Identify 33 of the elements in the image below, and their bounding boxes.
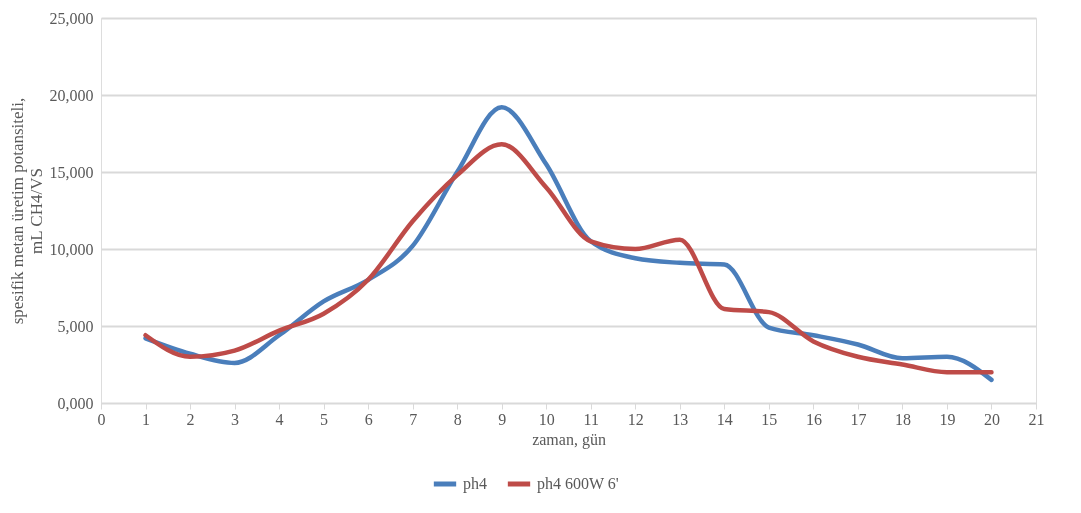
y-tick-label: 5,000 bbox=[57, 317, 94, 335]
x-tick-label: 21 bbox=[1028, 410, 1045, 428]
x-tick-label: 6 bbox=[364, 410, 373, 428]
x-tick-label: 20 bbox=[983, 410, 1000, 428]
x-tick-label: 1 bbox=[142, 410, 151, 428]
legend-label: ph4 600W 6' bbox=[537, 475, 619, 493]
x-tick-label: 0 bbox=[97, 410, 106, 428]
y-tick-label: 25,000 bbox=[49, 9, 94, 27]
x-tick-label: 10 bbox=[538, 410, 555, 428]
x-tick-label: 3 bbox=[231, 410, 240, 428]
y-tick-label: 15,000 bbox=[49, 163, 94, 181]
x-tick-label: 4 bbox=[275, 410, 284, 428]
x-tick-label: 17 bbox=[850, 410, 867, 428]
x-tick-label: 18 bbox=[894, 410, 911, 428]
x-tick-label: 14 bbox=[716, 410, 733, 428]
y-tick-label: 20,000 bbox=[49, 86, 94, 104]
y-tick-label: 0,000 bbox=[57, 394, 94, 412]
y-tick-label: 10,000 bbox=[49, 240, 94, 258]
x-tick-label: 8 bbox=[453, 410, 462, 428]
y-axis-title: spesifik metan üretim potansiteli, mL CH4/VS bbox=[7, 97, 46, 325]
x-tick-label: 19 bbox=[939, 410, 956, 428]
x-tick-label: 15 bbox=[761, 410, 778, 428]
x-tick-label: 2 bbox=[186, 410, 195, 428]
x-tick-label: 11 bbox=[583, 410, 599, 428]
x-tick-label: 12 bbox=[627, 410, 644, 428]
line-series bbox=[143, 142, 994, 375]
x-tick-label: 13 bbox=[672, 410, 689, 428]
x-tick-label: 7 bbox=[409, 410, 418, 428]
x-tick-label: 5 bbox=[320, 410, 329, 428]
x-axis-title: zaman, gün bbox=[532, 430, 606, 449]
legend-label: ph4 bbox=[463, 475, 487, 493]
x-tick-label: 16 bbox=[805, 410, 822, 428]
x-tick-label: 9 bbox=[498, 410, 507, 428]
